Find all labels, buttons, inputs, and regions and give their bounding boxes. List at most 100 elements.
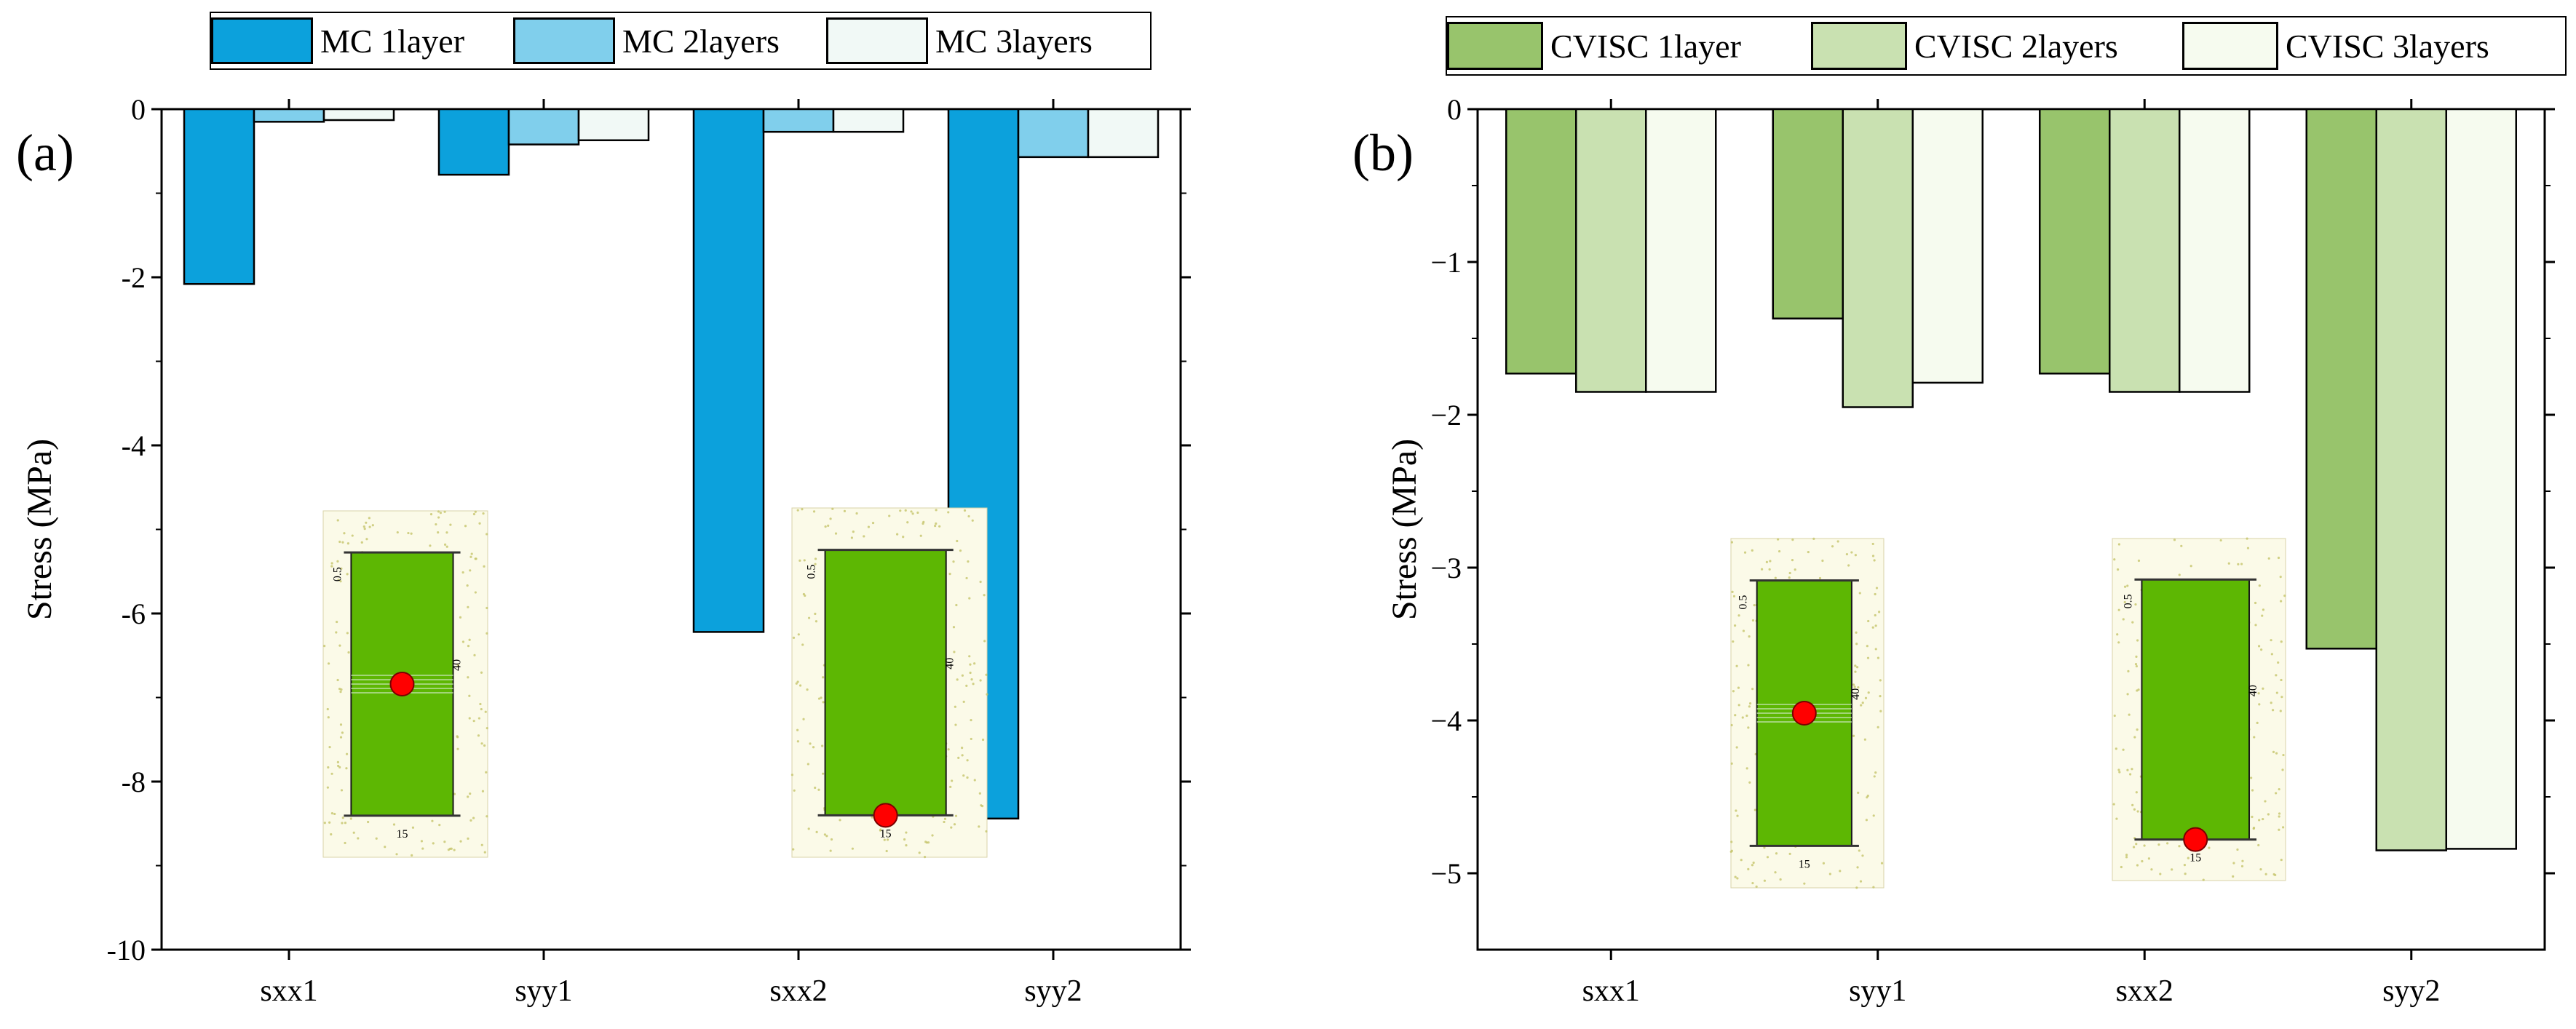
inset-speckle bbox=[949, 785, 952, 788]
inset-speckle bbox=[981, 738, 985, 742]
inset-speckle bbox=[407, 531, 410, 535]
inset-speckle bbox=[1788, 571, 1791, 575]
inset-speckle bbox=[483, 851, 486, 854]
inset-speckle bbox=[830, 838, 833, 841]
inset-speckle bbox=[486, 815, 488, 818]
inset-marker-point bbox=[2183, 827, 2208, 852]
inset-speckle bbox=[1855, 666, 1859, 669]
panel-label-a: (a) bbox=[16, 124, 74, 182]
inset-speckle bbox=[1854, 554, 1857, 557]
inset-speckle bbox=[2166, 842, 2169, 845]
inset-speckle bbox=[953, 823, 956, 826]
inset-speckle bbox=[2143, 844, 2146, 847]
inset-speckle bbox=[962, 700, 965, 703]
inset-speckle bbox=[919, 534, 922, 537]
inset-speckle bbox=[472, 512, 476, 516]
inset-speckle bbox=[2251, 789, 2254, 792]
inset-speckle bbox=[954, 814, 958, 817]
inset-speckle bbox=[935, 509, 938, 512]
inset-speckle bbox=[330, 565, 333, 568]
inset-speckle bbox=[333, 812, 336, 816]
inset-speckle bbox=[2282, 753, 2285, 757]
inset-speckle bbox=[2253, 736, 2256, 739]
inset-dim-label-bottom: 15 bbox=[880, 827, 892, 840]
bar-a-syy1-series2 bbox=[507, 108, 580, 146]
inset-speckle bbox=[1730, 723, 1733, 727]
inset-speckle bbox=[956, 539, 959, 543]
inset-speckle bbox=[825, 835, 828, 838]
inset-speckle bbox=[1858, 849, 1860, 852]
inset-speckle bbox=[2279, 576, 2282, 579]
inset-speckle bbox=[1845, 553, 1849, 556]
inset-speckle bbox=[1794, 568, 1796, 571]
inset-speckle bbox=[796, 740, 799, 743]
inset-speckle bbox=[957, 756, 960, 759]
bar-b-syy1-series2 bbox=[1842, 108, 1914, 408]
inset-speckle bbox=[340, 789, 344, 792]
inset-speckle bbox=[468, 717, 471, 720]
inset-speckle bbox=[2219, 539, 2222, 542]
bar-b-syy2-series3 bbox=[2445, 108, 2517, 850]
inset-speckle bbox=[464, 525, 467, 528]
inset-speckle bbox=[352, 831, 355, 834]
inset-speckle bbox=[2202, 878, 2205, 881]
inset-speckle bbox=[1878, 611, 1881, 613]
inset-speckle bbox=[822, 676, 825, 679]
inset-speckle bbox=[793, 789, 796, 792]
inset-speckle bbox=[954, 705, 956, 708]
inset-speckle bbox=[429, 513, 433, 516]
inset-speckle bbox=[807, 827, 810, 830]
inset-speckle bbox=[1732, 640, 1735, 643]
x-tick-label-b-syy2: syy2 bbox=[2382, 974, 2440, 1008]
inset-speckle bbox=[2262, 608, 2265, 611]
inset-speckle bbox=[1866, 656, 1870, 659]
x-tick-label-b-sxx1: sxx1 bbox=[1582, 974, 1640, 1008]
inset-speckle bbox=[1766, 856, 1769, 859]
inset-speckle bbox=[815, 620, 818, 623]
legend-item-mc-1layer: MC 1layer bbox=[211, 13, 513, 68]
inset-speckle bbox=[978, 825, 980, 828]
inset-speckle bbox=[341, 731, 344, 734]
inset-speckle bbox=[1788, 576, 1791, 579]
inset-speckle bbox=[2150, 868, 2153, 871]
bar-a-sxx2-series3 bbox=[832, 108, 905, 133]
inset-speckle bbox=[343, 532, 346, 535]
inset-diagram-a-bottom: 0.5 40 15 bbox=[790, 507, 988, 859]
inset-speckle bbox=[1879, 710, 1882, 712]
inset-speckle bbox=[985, 830, 988, 833]
inset-speckle bbox=[1850, 551, 1853, 554]
inset-speckle bbox=[410, 532, 413, 535]
inset-speckle bbox=[469, 569, 472, 572]
inset-speckle bbox=[411, 826, 415, 829]
inset-speckle bbox=[2262, 817, 2264, 821]
inset-speckle bbox=[2159, 873, 2162, 875]
x-tick-label-b-syy1: syy1 bbox=[1849, 974, 1906, 1008]
inset-speckle bbox=[456, 664, 459, 667]
inset-speckle bbox=[1745, 714, 1748, 718]
inset-speckle bbox=[963, 509, 967, 512]
inset-marker-point bbox=[873, 803, 898, 828]
inset-speckle bbox=[896, 533, 899, 536]
inset-speckle bbox=[2257, 843, 2260, 847]
inset-speckle bbox=[834, 532, 838, 535]
inset-speckle bbox=[905, 831, 908, 834]
inset-speckle bbox=[1747, 726, 1750, 729]
inset-speckle bbox=[1740, 859, 1743, 862]
inset-speckle bbox=[2208, 846, 2211, 849]
inset-speckle bbox=[336, 760, 339, 763]
legend-a: MC 1layer MC 2layers MC 3layers bbox=[210, 12, 1152, 70]
inset-speckle bbox=[338, 540, 341, 544]
inset-speckle bbox=[1855, 643, 1858, 645]
inset-speckle bbox=[801, 508, 804, 511]
inset-speckle bbox=[1803, 882, 1806, 885]
inset-speckle bbox=[1747, 664, 1750, 667]
inset-speckle bbox=[1866, 645, 1868, 648]
inset-speckle bbox=[2275, 792, 2278, 795]
inset-speckle bbox=[871, 521, 875, 525]
inset-speckle bbox=[443, 543, 447, 546]
inset-speckle bbox=[337, 579, 340, 581]
inset-speckle bbox=[1847, 564, 1850, 567]
inset-speckle bbox=[796, 509, 799, 512]
